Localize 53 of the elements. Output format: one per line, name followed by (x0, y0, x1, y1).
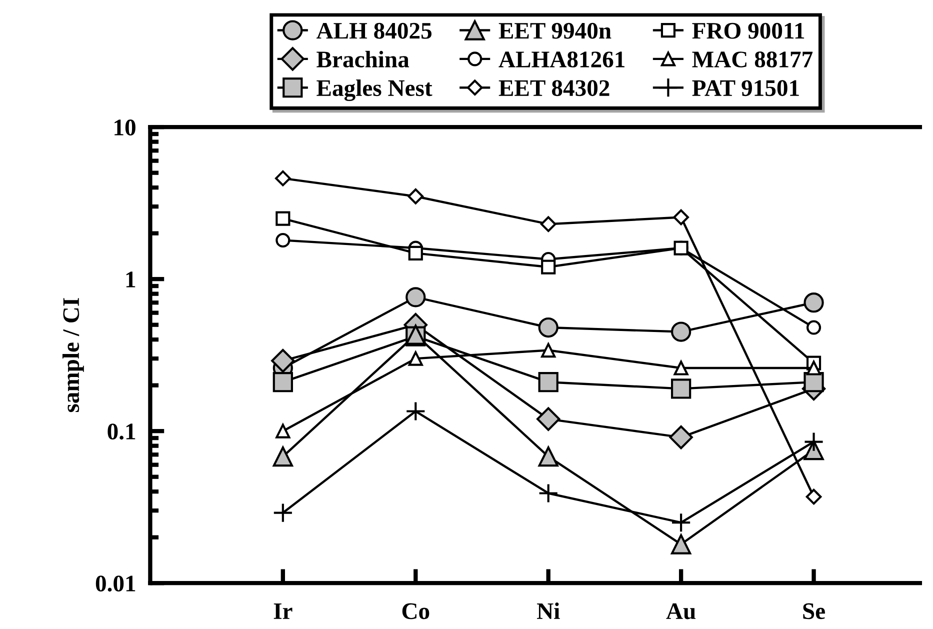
point (673, 209, 689, 226)
point (670, 512, 692, 533)
legend-label: MAC 88177 (692, 52, 813, 68)
point (804, 432, 824, 452)
legend-label: EET 9940n (498, 22, 612, 39)
legend-label: Brachina (316, 50, 410, 68)
legend-label: FRO 90011 (692, 22, 804, 39)
point (670, 534, 692, 554)
point (536, 407, 560, 431)
point (272, 502, 293, 523)
point (538, 372, 558, 392)
point (670, 322, 692, 342)
point (806, 320, 822, 335)
point (276, 424, 290, 438)
point (670, 378, 692, 399)
x-tick-label: Se (803, 603, 825, 620)
x-tick-label: Co (402, 603, 430, 620)
x-tick-label: Ni (536, 602, 560, 619)
point (538, 317, 558, 338)
x-tick-label: Ir (274, 603, 292, 619)
y-tick-label: 0.01 (96, 576, 136, 592)
point (674, 360, 688, 376)
point (538, 483, 558, 504)
point (272, 446, 293, 467)
legend-label: ALHA81261 (498, 52, 624, 68)
legend-label: ALH 84025 (316, 22, 432, 39)
point (406, 287, 426, 308)
point (804, 292, 824, 313)
point (276, 232, 290, 248)
point (406, 401, 426, 422)
point (276, 211, 290, 226)
point (669, 425, 693, 450)
x-tick-label: Au (666, 603, 696, 620)
point (806, 360, 822, 376)
point (541, 342, 556, 358)
legend-label: Eagles Nest (316, 79, 432, 102)
point (538, 446, 558, 467)
y-tick-label: 0.1 (108, 424, 136, 440)
point (806, 488, 822, 505)
point (541, 260, 556, 274)
point (272, 372, 293, 392)
point (408, 246, 423, 260)
point (674, 240, 688, 256)
y-axis-title: sample / CI (62, 298, 84, 412)
legend-label: PAT 91501 (692, 80, 799, 96)
point (408, 188, 424, 204)
point (271, 348, 295, 373)
legend-label: EET 84302 (498, 80, 610, 96)
point (540, 216, 556, 232)
y-tick-label: 10 (114, 120, 136, 136)
y-tick-label: 1 (126, 272, 136, 288)
point (408, 351, 423, 366)
point (275, 170, 291, 186)
